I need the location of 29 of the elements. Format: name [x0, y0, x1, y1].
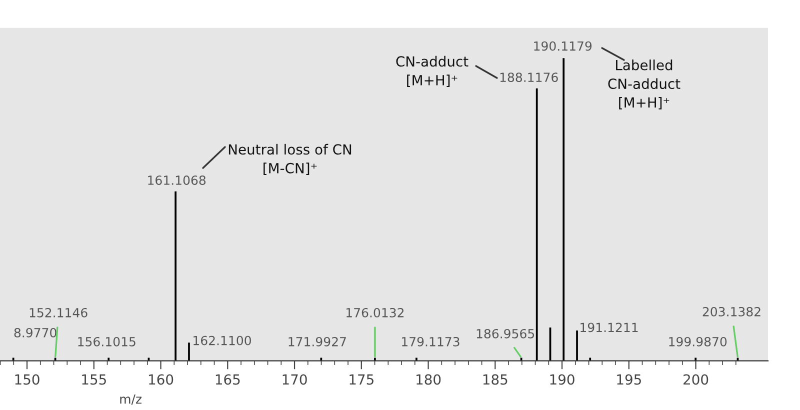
x-tick-label: 155 [82, 374, 106, 385]
annotation: 186.9565 [476, 328, 534, 338]
annotation: 188.1176 [500, 72, 558, 82]
x-tick-label: 190 [550, 374, 574, 385]
x-axis-title: m/z [120, 394, 142, 405]
annotation: 156.1015 [78, 336, 136, 346]
annotation: 171.9927 [288, 336, 346, 346]
annotation: 8.9770 [14, 328, 56, 338]
annotation: 176.0132 [346, 308, 404, 318]
annotation: CN-adduct [M+H]⁺ [396, 56, 468, 88]
annotation: 203.1382 [702, 306, 760, 316]
annotation: 161.1068 [148, 175, 206, 185]
x-tick-label: 170 [282, 374, 307, 385]
x-tick-label: 165 [216, 374, 240, 385]
annotation: Neutral loss of CN [M-CN]⁺ [228, 144, 352, 176]
annotation: 199.9870 [669, 336, 727, 346]
x-tick-label: 195 [617, 374, 641, 385]
annotation: Labelled CN-adduct [M+H]⁺ [608, 60, 680, 110]
x-tick-label: 160 [149, 374, 174, 385]
x-tick-label: 180 [416, 374, 441, 385]
annotation: 191.1211 [580, 322, 638, 332]
x-tick-label: 150 [15, 374, 40, 385]
annotation: 190.1179 [534, 41, 592, 51]
annotation: 152.1146 [30, 308, 88, 318]
annotation: 162.1100 [194, 336, 251, 346]
annotation: 179.1173 [402, 336, 460, 346]
x-tick-label: 200 [684, 374, 708, 385]
x-tick-label: 175 [350, 374, 374, 385]
x-tick-label: 185 [483, 374, 508, 385]
